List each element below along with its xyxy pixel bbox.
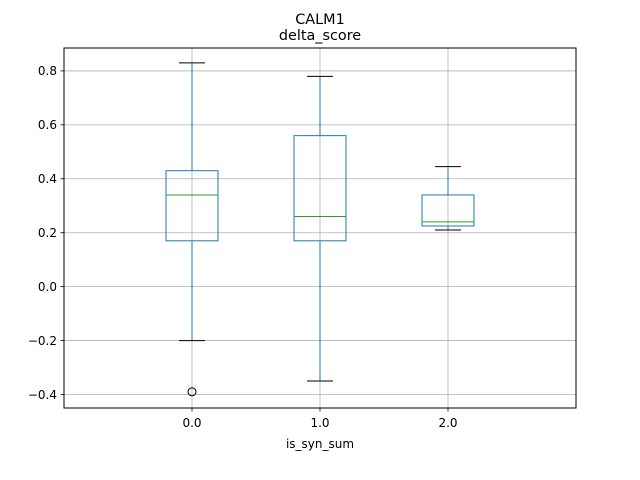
x-tick-label: 1.0 <box>310 416 329 430</box>
x-tick-label: 0.0 <box>182 416 201 430</box>
chart-title: delta_score <box>279 28 361 44</box>
y-axis-ticks: −0.4 −0.2 0.0 0.2 0.4 0.6 0.8 <box>28 64 64 402</box>
iqr-box <box>421 194 475 227</box>
y-tick-label: 0.8 <box>38 64 57 78</box>
y-tick-label: 0.4 <box>38 172 57 186</box>
y-tick-label: −0.4 <box>28 388 57 402</box>
box-series <box>165 62 475 397</box>
box-1.0 <box>293 75 347 382</box>
y-tick-label: −0.2 <box>28 334 57 348</box>
y-tick-label: 0.0 <box>38 280 57 294</box>
outlier-point <box>187 387 197 397</box>
chart-suptitle: CALM1 <box>295 12 344 28</box>
box-2.0 <box>421 166 475 231</box>
iqr-box <box>293 135 347 242</box>
x-tick-label: 2.0 <box>438 416 457 430</box>
y-tick-label: 0.2 <box>38 226 57 240</box>
iqr-box <box>165 170 219 242</box>
x-axis-label: is_syn_sum <box>286 437 354 451</box>
y-tick-label: 0.6 <box>38 118 57 132</box>
box-0.0 <box>165 62 219 397</box>
x-axis-ticks: 0.0 1.0 2.0 <box>182 408 458 430</box>
